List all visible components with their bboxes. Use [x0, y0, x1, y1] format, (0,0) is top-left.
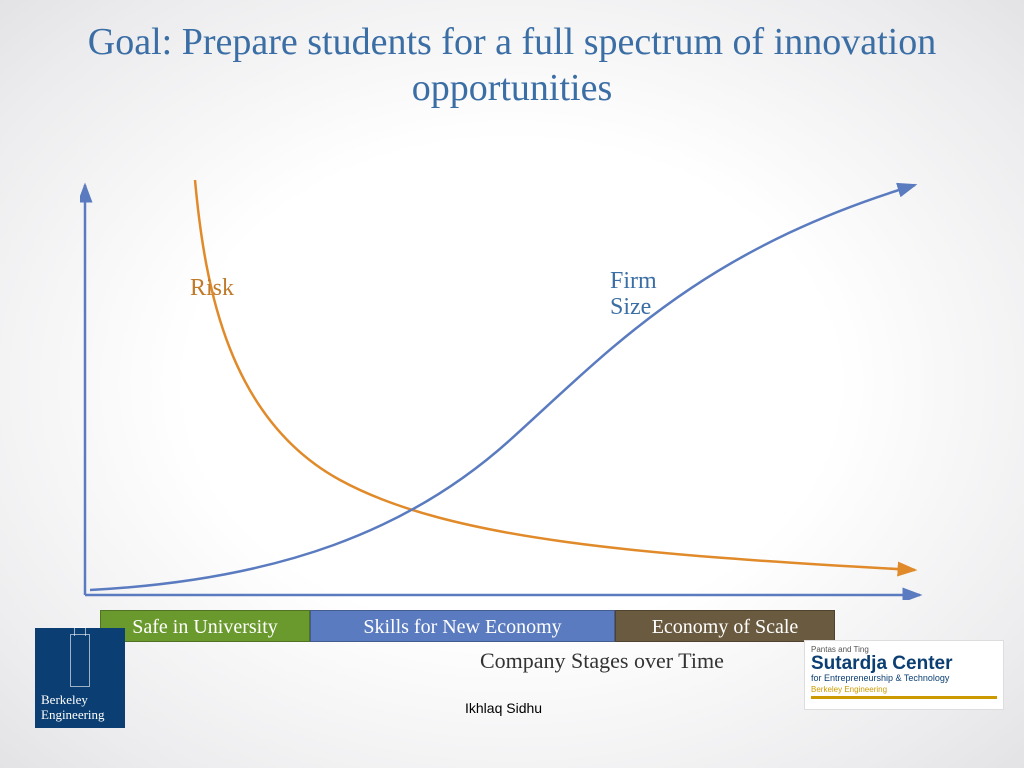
- author-name: Ikhlaq Sidhu: [465, 700, 542, 716]
- campanile-icon: [70, 634, 90, 687]
- logo-right-name: Sutardja Center: [811, 654, 997, 673]
- chart-area: Risk FirmSize: [80, 180, 925, 600]
- stage-block: Economy of Scale: [615, 610, 835, 642]
- stage-block: Safe in University: [100, 610, 310, 642]
- stage-block: Skills for New Economy: [310, 610, 615, 642]
- x-axis-label: Company Stages over Time: [480, 648, 724, 674]
- sutardja-center-logo: Pantas and Ting Sutardja Center for Entr…: [804, 640, 1004, 710]
- slide-title: Goal: Prepare students for a full spectr…: [0, 20, 1024, 111]
- stage-bar: Safe in UniversitySkills for New Economy…: [100, 610, 835, 642]
- logo-left-line1: Berkeley: [41, 693, 119, 707]
- risk-label: Risk: [190, 275, 234, 302]
- logo-right-bar: [811, 696, 997, 699]
- berkeley-engineering-logo: Berkeley Engineering: [35, 628, 125, 728]
- logo-left-line2: Engineering: [41, 708, 119, 722]
- logo-right-be: Berkeley Engineering: [811, 685, 997, 694]
- chart-svg: [80, 180, 925, 600]
- firm-size-label: FirmSize: [610, 268, 657, 321]
- logo-right-sub: for Entrepreneurship & Technology: [811, 673, 997, 683]
